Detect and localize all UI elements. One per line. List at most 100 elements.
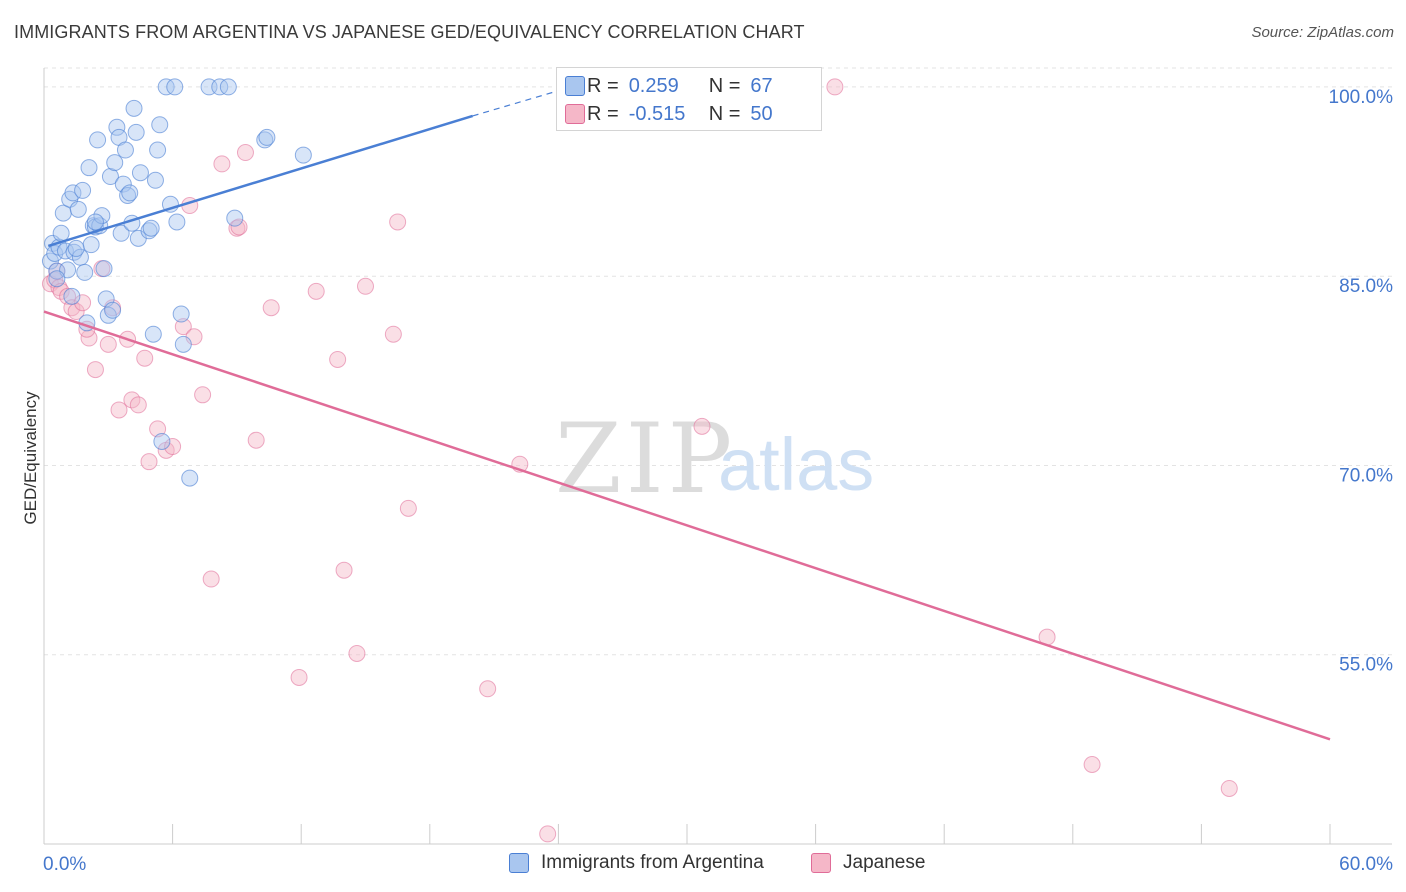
bottom-legend: Immigrants from Argentina Japanese <box>0 852 1406 878</box>
argentina-point <box>125 99 143 117</box>
chart-title: IMMIGRANTS FROM ARGENTINA VS JAPANESE GE… <box>14 22 805 42</box>
japanese-point <box>86 361 104 379</box>
argentina-point <box>112 224 130 242</box>
argentina-point <box>294 146 312 164</box>
y-tick-label: 100.0% <box>1329 87 1394 108</box>
japanese-point <box>213 155 231 173</box>
japanese-point <box>307 282 325 300</box>
argentina-point <box>153 432 171 450</box>
japanese-point <box>136 349 154 367</box>
argentina-point <box>69 200 87 218</box>
y-tick-label: 55.0% <box>1339 655 1393 676</box>
trendlines <box>43 90 1331 741</box>
japanese-point <box>1220 779 1238 797</box>
japanese-point <box>202 570 220 588</box>
y-tick-label: 85.0% <box>1339 276 1393 297</box>
argentina-point <box>142 219 160 237</box>
n-value: 67 <box>750 74 773 97</box>
argentina-point <box>93 207 111 225</box>
argentina-point <box>127 123 145 141</box>
legend-item-japanese[interactable]: Japanese <box>811 852 925 874</box>
argentina-point <box>86 213 104 231</box>
argentina-point <box>104 301 122 319</box>
argentina-point <box>48 270 66 288</box>
axes <box>43 68 1392 845</box>
japanese-point <box>389 213 407 231</box>
argentina-point <box>56 242 74 260</box>
japanese-point <box>329 350 347 368</box>
x-tick-label: 60.0% <box>1339 854 1393 875</box>
argentina-point <box>146 171 164 189</box>
legend-swatch-japanese <box>565 104 585 124</box>
japanese-trendline <box>43 310 1331 741</box>
argentina-point <box>76 263 94 281</box>
r-label: R = <box>587 74 619 97</box>
japanese-point <box>479 680 497 698</box>
japanese-point <box>129 396 147 414</box>
n-label: N = <box>708 74 741 97</box>
x-tick-labels: 0.0% 60.0% <box>43 854 1393 875</box>
japanese-point <box>110 401 128 419</box>
legend-row-argentina: R = 0.259 N = 67 <box>565 72 773 100</box>
argentina-point <box>63 287 81 305</box>
y-tick-label: 70.0% <box>1339 465 1393 486</box>
japanese-point <box>335 561 353 579</box>
japanese-point <box>236 144 254 162</box>
argentina-point <box>181 469 199 487</box>
japanese-point <box>262 299 280 317</box>
japanese-point <box>140 453 158 471</box>
argentina-point <box>149 141 167 159</box>
japanese-point <box>164 438 182 456</box>
argentina-point <box>121 184 139 202</box>
argentina-point <box>80 159 98 177</box>
argentina-point <box>114 175 132 193</box>
argentina-point <box>108 118 126 136</box>
argentina-point <box>106 154 124 172</box>
argentina-trendline-extension <box>472 90 559 117</box>
correlation-legend: R = 0.259 N = 67 R = -0.515 N = 50 <box>556 67 822 131</box>
argentina-trendline <box>47 114 474 248</box>
japanese-point <box>149 420 167 438</box>
argentina-point <box>157 78 175 96</box>
japanese-point <box>247 431 265 449</box>
n-value: 50 <box>750 102 773 125</box>
japanese-point <box>384 325 402 343</box>
legend-label-japanese: Japanese <box>843 852 926 873</box>
legend-swatch-argentina <box>509 853 529 873</box>
argentina-point <box>256 131 274 149</box>
japanese-points <box>41 78 1238 843</box>
japanese-point <box>174 318 192 336</box>
argentina-point <box>95 260 113 278</box>
japanese-point <box>194 386 212 404</box>
japanese-point <box>826 78 844 96</box>
argentina-point <box>140 222 158 240</box>
r-value: 0.259 <box>628 74 679 97</box>
chart-source: Source: ZipAtlas.com <box>1251 24 1394 41</box>
argentina-point <box>52 224 70 242</box>
argentina-point <box>258 128 276 146</box>
japanese-point <box>290 668 308 686</box>
argentina-point <box>67 239 85 257</box>
japanese-point <box>399 499 417 517</box>
japanese-point <box>357 277 374 295</box>
watermark: ZIP atlas <box>555 403 874 515</box>
legend-item-argentina[interactable]: Immigrants from Argentina <box>509 852 764 874</box>
argentina-point <box>174 335 192 353</box>
japanese-point <box>59 287 77 305</box>
argentina-point <box>116 141 134 159</box>
argentina-point <box>166 78 184 96</box>
argentina-point <box>219 78 237 96</box>
argentina-point <box>82 236 100 254</box>
y-axis-label: GED/Equivalency <box>21 391 40 525</box>
japanese-point <box>693 417 711 435</box>
legend-row-japanese: R = -0.515 N = 50 <box>565 100 773 128</box>
argentina-point <box>89 131 107 149</box>
watermark-zip: ZIP <box>555 403 736 515</box>
argentina-point <box>101 168 119 186</box>
legend-swatch-japanese <box>811 853 831 873</box>
watermark-atlas: atlas <box>718 423 874 506</box>
japanese-point <box>539 825 557 843</box>
argentina-point <box>151 116 169 134</box>
japanese-point <box>74 294 92 312</box>
